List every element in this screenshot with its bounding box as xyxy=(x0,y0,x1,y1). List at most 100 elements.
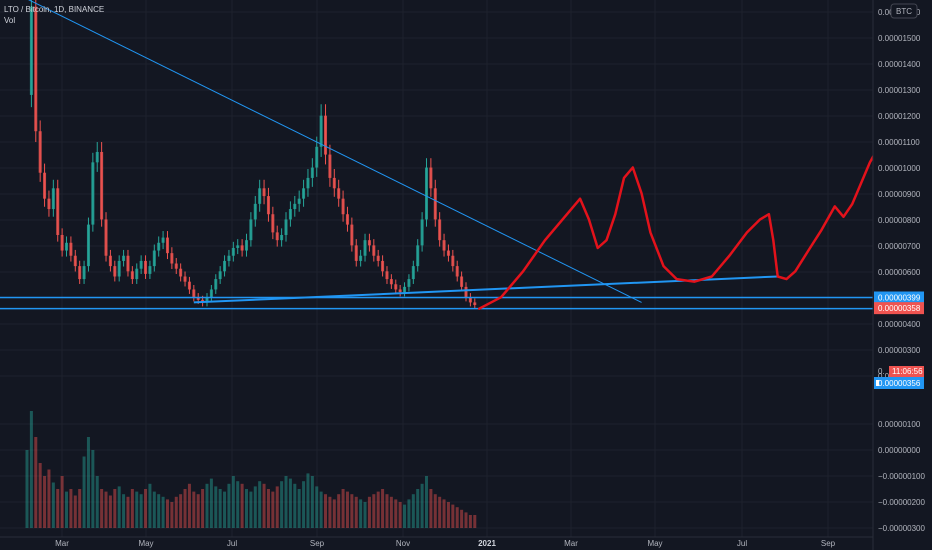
candle-body xyxy=(376,255,380,261)
volume-bar xyxy=(319,491,323,528)
candle-body xyxy=(381,260,385,272)
price-tick-label: 0.00000900 xyxy=(878,190,921,199)
price-tick-label: 0.00000800 xyxy=(878,216,921,225)
volume-bar xyxy=(310,476,314,528)
time-tick-label: Mar xyxy=(55,539,69,548)
price-candles xyxy=(29,0,477,309)
candle-body xyxy=(157,242,161,251)
candle-body xyxy=(363,240,367,256)
volume-bar xyxy=(43,476,47,528)
volume-bar xyxy=(130,489,134,528)
volume-tick-label: −0.00000100 xyxy=(878,472,925,481)
descending-trendline xyxy=(28,0,642,303)
volume-bar xyxy=(69,489,73,528)
volume-axis-labels: 0.00000100 0.00000000 −0.00000100 −0.000002… xyxy=(878,420,925,533)
currency-badge[interactable]: BTC xyxy=(890,3,918,19)
candle-body xyxy=(310,167,314,178)
candle-body xyxy=(209,289,213,298)
volume-bar xyxy=(455,507,459,528)
volume-bar xyxy=(34,437,38,528)
candle-body xyxy=(227,255,231,261)
time-tick-label: Jul xyxy=(227,539,237,548)
candle-body xyxy=(34,6,38,132)
support-tag-marker xyxy=(876,380,879,386)
price-axis-labels: 0.000016000.000015000.000014000.00001300… xyxy=(878,8,921,381)
volume-bar xyxy=(359,499,363,528)
legend: LTO / Bitcoin, 1D, BINANCE Vol xyxy=(4,4,104,26)
candle-body xyxy=(214,279,218,290)
price-tick-label: 0.00001200 xyxy=(878,112,921,121)
last-price-tag-bg xyxy=(874,302,924,315)
candle-body xyxy=(332,177,336,189)
candle-body xyxy=(148,266,152,274)
volume-bar xyxy=(113,489,117,528)
volume-bar xyxy=(86,437,90,528)
candle-body xyxy=(144,260,148,274)
candle-body xyxy=(29,6,33,95)
volume-bar xyxy=(293,483,297,528)
candle-body xyxy=(473,302,477,306)
candle-body xyxy=(297,198,301,204)
candle-body xyxy=(455,266,459,277)
candle-body xyxy=(258,188,262,204)
volume-bar xyxy=(381,489,385,528)
candle-body xyxy=(271,214,275,233)
volume-bar xyxy=(332,499,336,528)
price-tick-label: 0.00001000 xyxy=(878,164,921,173)
support-price-tag-label: 0.00000356 xyxy=(878,379,921,388)
candle-body xyxy=(446,250,450,256)
volume-bar xyxy=(288,478,292,528)
volume-bar xyxy=(117,486,121,528)
volume-bar xyxy=(201,489,205,528)
volume-bar xyxy=(91,450,95,528)
volume-bar xyxy=(218,489,222,528)
volume-bar xyxy=(464,512,468,528)
time-tick-label: May xyxy=(138,539,153,548)
volume-bar xyxy=(266,489,270,528)
volume-bar xyxy=(324,494,328,528)
candle-body xyxy=(135,268,139,280)
volume-bar xyxy=(372,494,376,528)
candle-body xyxy=(438,219,442,241)
candle-body xyxy=(302,188,306,199)
candle-body xyxy=(411,266,415,280)
volume-bar xyxy=(65,491,69,528)
candle-body xyxy=(288,209,292,220)
volume-bar xyxy=(438,496,442,528)
volume-bar xyxy=(135,491,139,528)
candle-body xyxy=(341,198,345,215)
volume-bar xyxy=(148,483,152,528)
volume-bar xyxy=(258,481,262,528)
candle-body xyxy=(424,167,428,220)
volume-bar xyxy=(73,495,77,528)
volume-bar xyxy=(82,456,86,528)
candle-body xyxy=(38,131,42,173)
time-axis-labels[interactable]: Mar May Jul Sep Nov 2021 Mar May Jul Sep xyxy=(55,539,836,548)
candle-body xyxy=(56,188,60,235)
volume-bar xyxy=(460,509,464,528)
volume-bar xyxy=(420,483,424,528)
candle-body xyxy=(205,297,209,303)
candle-body xyxy=(126,255,130,272)
candle-body xyxy=(174,263,178,269)
volume-bar xyxy=(144,489,148,528)
volume-bar xyxy=(302,481,306,528)
volume-bar xyxy=(411,494,415,528)
candle-body xyxy=(468,297,472,303)
candle-body xyxy=(420,219,424,246)
volume-bar xyxy=(429,489,433,528)
volume-indicator-label[interactable]: Vol xyxy=(4,16,16,25)
candle-body xyxy=(385,271,389,280)
symbol-title[interactable]: LTO / Bitcoin, 1D, BINANCE xyxy=(4,5,105,14)
volume-bar xyxy=(433,494,437,528)
candle-body xyxy=(47,198,51,210)
volume-bar xyxy=(240,483,244,528)
time-tick-label: Sep xyxy=(821,539,836,548)
candle-body xyxy=(416,245,420,267)
volume-bar xyxy=(161,496,165,528)
price-tick-label: 0.00000300 xyxy=(878,346,921,355)
candle-body xyxy=(328,154,332,178)
candle-body xyxy=(192,289,196,298)
